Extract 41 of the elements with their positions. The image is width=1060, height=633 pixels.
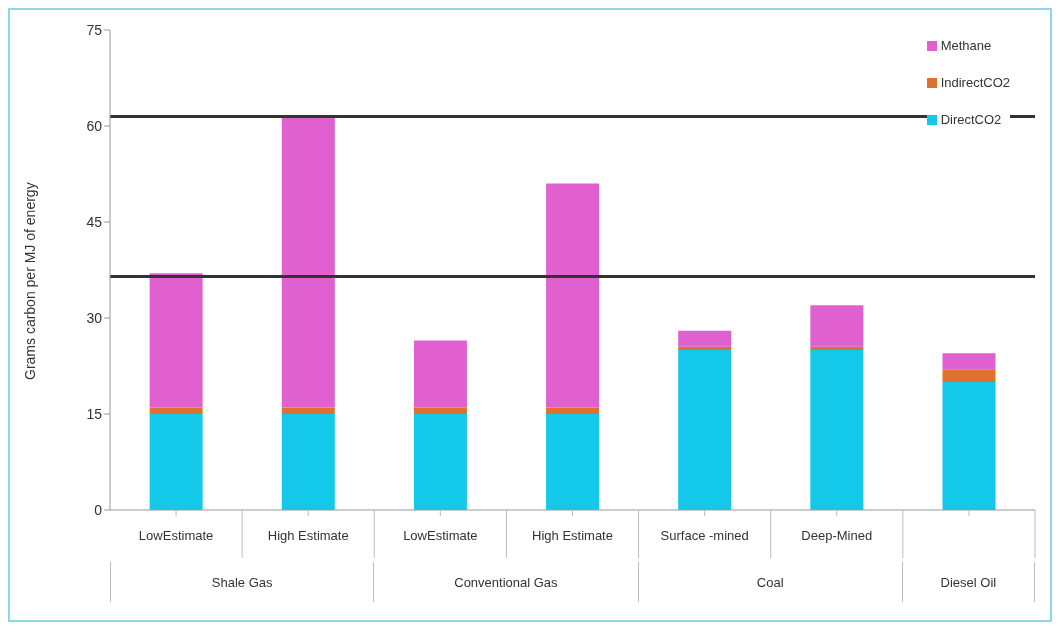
x-tick-label: Deep-Mined [801,528,873,543]
y-tick-label: 75 [86,21,103,38]
x-tick-label: Surface -mined [660,528,749,543]
bar [942,353,996,370]
bar [281,414,335,510]
bar [678,350,732,510]
legend-label: IndirectCO2 [940,75,1010,90]
bar [810,305,864,347]
bar [413,340,467,408]
y-tick-label: 60 [86,117,103,134]
bar [810,346,864,350]
bar [942,382,996,510]
text: Conventional Gas [374,562,639,602]
x-tick-label: LowEstimate [138,528,214,543]
y-tick-label: 0 [94,501,103,518]
y-tick-label: 15 [86,405,103,422]
text: Coal [638,562,903,602]
text: Shale Gas [110,562,375,602]
y-axis-title: Grams carbon per MJ of energy [21,182,38,380]
bar [149,273,203,408]
bar [678,330,732,347]
y-tick-label: 45 [86,213,103,230]
x-tick-label: High Estimate [532,528,613,543]
x-tick-label: High Estimate [267,528,349,543]
bar [149,414,203,510]
bar [149,407,203,414]
legend-label: DirectCO2 [940,112,1002,127]
bar [546,407,600,414]
bar [546,414,600,510]
bar [413,414,467,510]
bar [810,350,864,510]
text: Diesel Oil [902,562,1035,602]
bar [942,369,996,382]
x-tick-label: LowEstimate [403,528,478,543]
legend-label: Methane [940,38,992,53]
bar [678,346,732,350]
bar [546,183,600,408]
bar [413,407,467,414]
y-tick-label: 30 [86,309,103,326]
bar [281,116,335,408]
bar [281,407,335,414]
